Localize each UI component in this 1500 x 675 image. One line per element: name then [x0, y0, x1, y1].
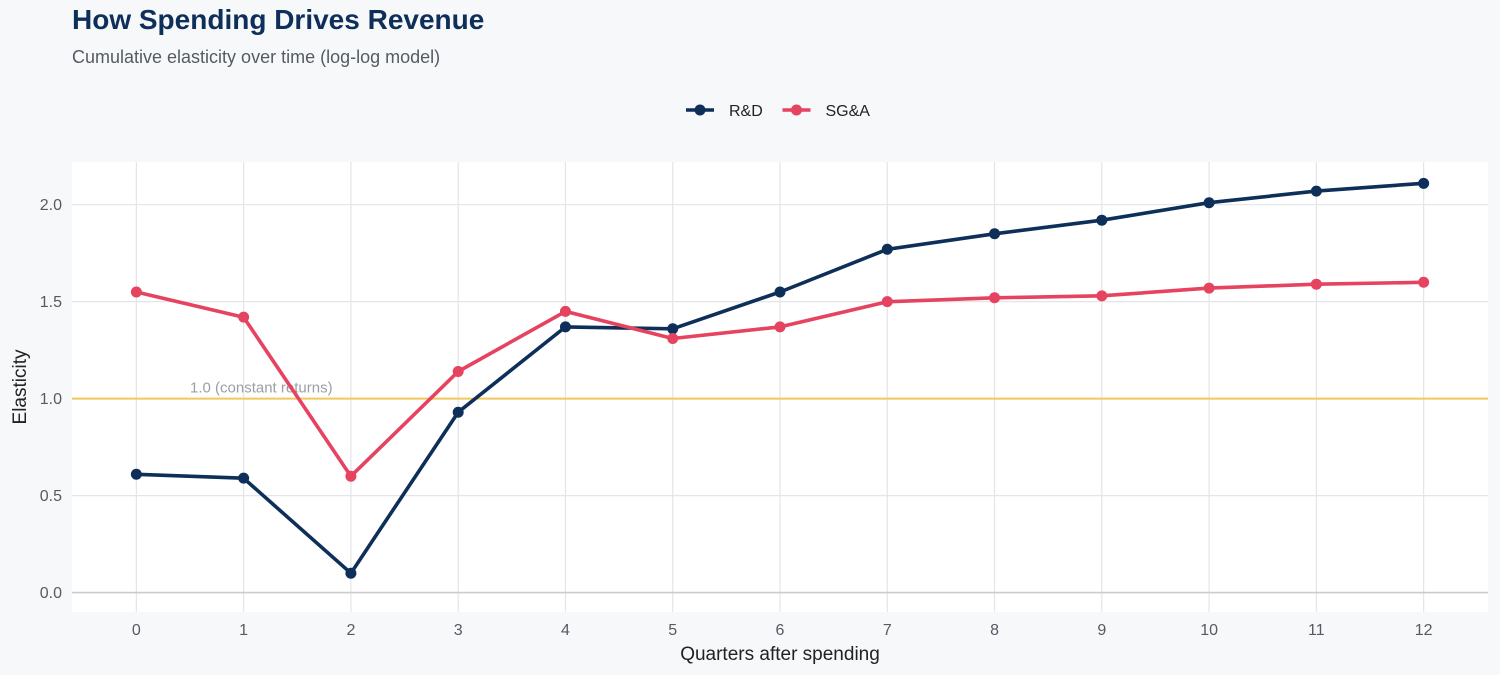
reference-line-label: 1.0 (constant returns) — [190, 380, 333, 397]
legend: R&D SG&A — [686, 103, 870, 120]
x-axis-title: Quarters after spending — [680, 644, 880, 665]
data-point-sg-a — [559, 305, 571, 317]
data-point-sg-a — [989, 292, 1001, 304]
x-tick-label: 10 — [1200, 622, 1218, 639]
y-tick-label: 2.0 — [40, 197, 62, 214]
x-tick-label: 2 — [346, 622, 355, 639]
chart-title: How Spending Drives Revenue — [72, 4, 485, 35]
x-tick-label: 11 — [1308, 622, 1325, 639]
x-tick-label: 7 — [883, 622, 892, 639]
data-point-r-d — [881, 243, 893, 255]
data-point-sg-a — [452, 365, 464, 377]
data-point-r-d — [1203, 197, 1215, 209]
x-tick-label: 9 — [1097, 622, 1106, 639]
data-point-r-d — [559, 321, 571, 333]
data-point-r-d — [667, 323, 679, 335]
data-point-r-d — [1418, 177, 1430, 189]
y-tick-label: 1.0 — [40, 391, 62, 408]
y-tick-label: 1.5 — [40, 294, 62, 311]
data-point-r-d — [1310, 185, 1322, 197]
x-tick-label: 12 — [1415, 622, 1433, 639]
legend-swatch-point-sg-a — [791, 104, 802, 116]
x-tick-label: 5 — [668, 622, 677, 639]
data-point-r-d — [989, 228, 1001, 240]
y-tick-label: 0.0 — [40, 585, 62, 602]
data-point-r-d — [774, 286, 786, 298]
axis-layer: 0 1 2 3 4 5 6 7 8 9 10 11 120.00.51.01.52.0 — [40, 197, 1433, 639]
data-point-sg-a — [1418, 276, 1430, 288]
x-tick-label: 1 — [239, 622, 248, 639]
legend-label-r-d: R&D — [729, 103, 763, 120]
data-point-sg-a — [774, 321, 786, 333]
x-tick-label: 4 — [561, 622, 570, 639]
x-tick-label: 3 — [454, 622, 463, 639]
legend-label-sg-a: SG&A — [826, 103, 871, 120]
x-tick-label: 0 — [132, 622, 141, 639]
y-tick-label: 0.5 — [40, 488, 62, 505]
data-point-sg-a — [667, 333, 679, 345]
data-point-sg-a — [1310, 278, 1322, 290]
x-tick-label: 6 — [776, 622, 785, 639]
y-axis-title: Elasticity — [10, 349, 31, 424]
data-point-sg-a — [345, 470, 357, 482]
data-point-r-d — [1096, 214, 1108, 226]
data-point-sg-a — [238, 311, 250, 323]
data-point-sg-a — [1096, 290, 1108, 302]
x-tick-label: 8 — [990, 622, 999, 639]
legend-swatch-point-r-d — [694, 104, 706, 116]
data-point-sg-a — [130, 286, 142, 298]
data-point-r-d — [238, 472, 250, 484]
data-point-sg-a — [881, 296, 893, 308]
data-point-r-d — [452, 406, 464, 418]
chart-subtitle: Cumulative elasticity over time (log-log… — [72, 47, 441, 67]
data-point-r-d — [345, 567, 357, 579]
data-point-r-d — [130, 468, 142, 480]
data-point-sg-a — [1203, 282, 1215, 294]
reference-layer: 1.0 (constant returns) — [72, 380, 1488, 400]
series-layer — [130, 177, 1430, 579]
